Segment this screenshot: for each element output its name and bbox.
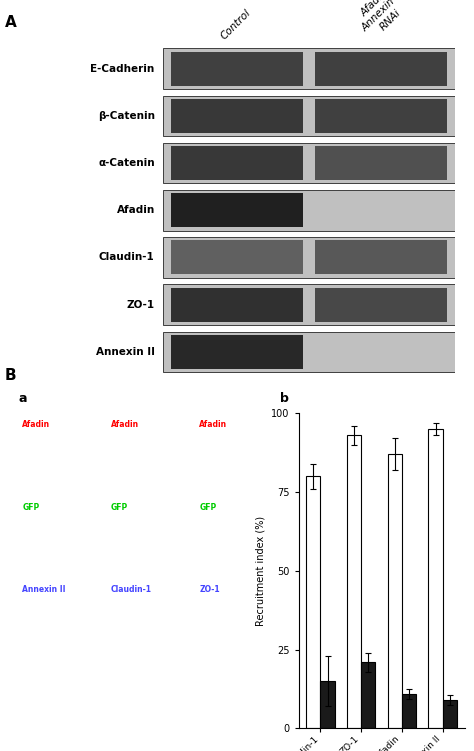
FancyBboxPatch shape — [315, 99, 447, 133]
Text: Control: Control — [219, 8, 253, 42]
FancyBboxPatch shape — [315, 193, 447, 228]
FancyBboxPatch shape — [163, 285, 455, 325]
Bar — [347, 435, 361, 728]
Text: β-Catenin: β-Catenin — [98, 111, 155, 121]
Text: Afadin
Annexin II
RNAi: Afadin Annexin II RNAi — [352, 0, 412, 42]
Text: ZO-1: ZO-1 — [200, 585, 220, 594]
Bar — [443, 700, 457, 728]
FancyBboxPatch shape — [315, 288, 447, 321]
FancyBboxPatch shape — [315, 52, 447, 86]
FancyBboxPatch shape — [315, 240, 447, 274]
Text: GFP: GFP — [111, 502, 128, 511]
Bar — [388, 454, 402, 728]
Text: E-Cadherin: E-Cadherin — [91, 64, 155, 74]
FancyBboxPatch shape — [172, 146, 303, 180]
Text: GFP: GFP — [200, 502, 217, 511]
FancyBboxPatch shape — [163, 237, 455, 278]
Text: Merge: Merge — [22, 668, 50, 677]
Bar — [320, 681, 335, 728]
FancyBboxPatch shape — [172, 52, 303, 86]
FancyBboxPatch shape — [163, 48, 455, 89]
Text: Merge: Merge — [111, 668, 138, 677]
Text: Afadin: Afadin — [22, 420, 51, 429]
Text: A: A — [5, 15, 17, 30]
Text: Claudin-1: Claudin-1 — [99, 252, 155, 263]
Text: ZO-1: ZO-1 — [127, 300, 155, 309]
Text: Merge: Merge — [200, 668, 227, 677]
Bar — [306, 476, 320, 728]
Text: Afadin: Afadin — [117, 205, 155, 216]
Text: GFP: GFP — [22, 502, 40, 511]
FancyBboxPatch shape — [172, 240, 303, 274]
FancyBboxPatch shape — [172, 288, 303, 321]
FancyBboxPatch shape — [315, 146, 447, 180]
Text: α-Catenin: α-Catenin — [98, 158, 155, 168]
Text: Afadin: Afadin — [200, 420, 228, 429]
FancyBboxPatch shape — [315, 335, 447, 369]
Text: Annexin II: Annexin II — [22, 585, 66, 594]
FancyBboxPatch shape — [163, 190, 455, 231]
FancyBboxPatch shape — [163, 143, 455, 183]
Text: b: b — [280, 391, 289, 405]
Bar — [361, 662, 375, 728]
Text: Annexin II: Annexin II — [96, 347, 155, 357]
FancyBboxPatch shape — [163, 332, 455, 372]
Bar — [428, 429, 443, 728]
FancyBboxPatch shape — [172, 335, 303, 369]
FancyBboxPatch shape — [163, 95, 455, 136]
FancyBboxPatch shape — [172, 193, 303, 228]
Y-axis label: Recruitment index (%): Recruitment index (%) — [255, 516, 265, 626]
Text: Afadin: Afadin — [111, 420, 139, 429]
Text: Claudin-1: Claudin-1 — [111, 585, 152, 594]
Text: a: a — [19, 391, 27, 405]
Text: B: B — [5, 368, 17, 383]
FancyBboxPatch shape — [172, 99, 303, 133]
Bar — [402, 694, 416, 728]
